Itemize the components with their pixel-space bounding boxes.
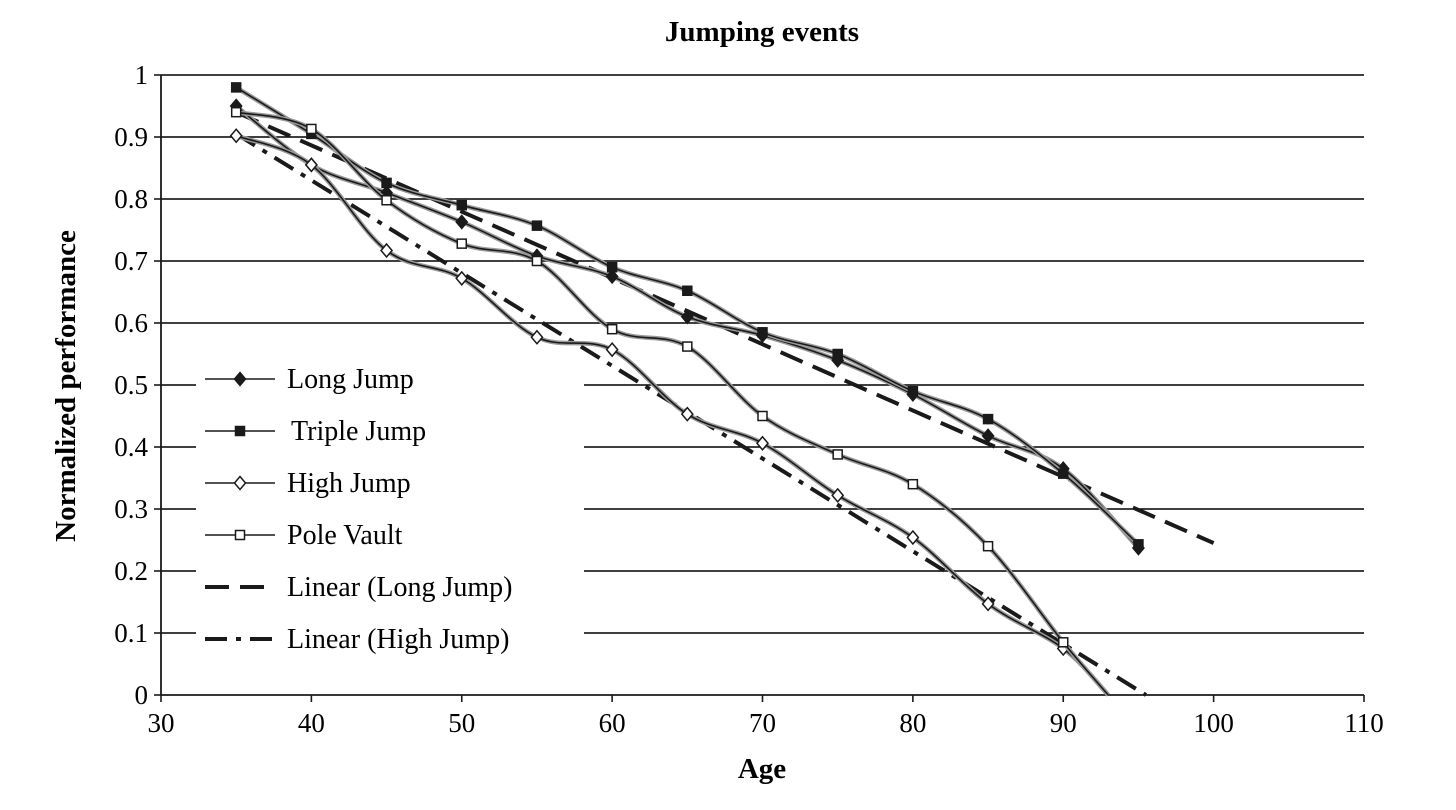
y-tick-label-0.3: 0.3 [114, 494, 148, 524]
data-point-pole-vault-70 [757, 410, 768, 422]
x-tick-label-40: 40 [298, 708, 325, 738]
data-point-pole-vault-65 [682, 341, 693, 352]
y-axis-title: Normalized performance [50, 230, 82, 542]
x-tick-label-110: 110 [1344, 708, 1384, 738]
data-point-triple-jump-35 [230, 82, 242, 93]
data-point-pole-vault-75 [832, 449, 843, 460]
x-tick-label-70: 70 [749, 708, 776, 738]
data-point-high-jump-45 [380, 242, 394, 259]
data-point-high-jump-35 [229, 128, 243, 144]
y-tick-label-1: 1 [135, 60, 149, 90]
data-point-long-jump-60 [605, 268, 619, 285]
legend-label-long-jump: Long Jump [287, 364, 414, 395]
data-point-pole-vault-90 [1058, 637, 1069, 648]
chart-title: Jumping events [665, 16, 859, 48]
y-tick-label-0: 0 [135, 680, 149, 710]
data-point-long-jump-85 [981, 428, 995, 444]
data-point-long-jump-50 [455, 214, 469, 230]
grid [161, 74, 1364, 634]
legend-marker-high-jump [233, 475, 247, 491]
series [229, 82, 1145, 697]
data-point-triple-jump-85 [982, 413, 994, 425]
legend-marker-long-jump [233, 371, 247, 387]
y-tick-label-0.4: 0.4 [114, 432, 148, 462]
x-tick-label-60: 60 [599, 708, 626, 738]
data-point-high-jump-85 [981, 596, 995, 612]
data-point-high-jump-40 [304, 157, 318, 173]
y-tick-label-0.8: 0.8 [114, 184, 148, 214]
legend-label-linear-high-jump: Linear (High Jump) [287, 624, 509, 655]
legend-marker-triple-jump [234, 425, 246, 437]
x-tick-label-80: 80 [899, 708, 926, 738]
data-point-pole-vault-85 [982, 540, 994, 552]
data-point-triple-jump-90 [1058, 468, 1069, 479]
data-point-triple-jump-55 [531, 220, 543, 231]
y-tick-label-0.6: 0.6 [114, 308, 148, 338]
legend-label-high-jump: High Jump [287, 468, 411, 499]
data-point-high-jump-80 [906, 529, 920, 546]
data-point-triple-jump-75 [832, 348, 843, 360]
data-point-high-jump-50 [455, 270, 469, 287]
trendline-linear-high-jump [235, 132, 1148, 697]
data-point-pole-vault-35 [230, 106, 242, 118]
y-tick-label-0.1: 0.1 [114, 618, 148, 648]
legend: Long Jump Triple Jump High Jump Pole Vault L… [205, 364, 513, 655]
data-point-high-jump-70 [756, 435, 769, 451]
x-tick-label-100: 100 [1193, 708, 1234, 738]
x-tick-label-50: 50 [448, 708, 475, 738]
legend-label-linear-long-jump: Linear (Long Jump) [287, 572, 513, 603]
data-point-pole-vault-55 [531, 255, 543, 267]
data-point-long-jump-65 [680, 309, 694, 325]
data-point-triple-jump-50 [456, 199, 467, 211]
data-point-triple-jump-95 [1133, 539, 1144, 550]
data-point-triple-jump-70 [757, 327, 768, 338]
data-point-high-jump-75 [831, 487, 845, 504]
axes: 0 0.1 0.2 0.3 0.4 0.5 0.6 0.7 0.8 0.9 1 30 40 50 60 70 8… [114, 60, 1384, 738]
x-axis-title: Age [738, 753, 786, 785]
data-point-pole-vault-50 [456, 238, 467, 249]
x-tick-label-90: 90 [1050, 708, 1077, 738]
data-point-pole-vault-40 [306, 123, 317, 135]
data-point-high-jump-55 [530, 329, 544, 345]
y-tick-label-0.5: 0.5 [114, 370, 148, 400]
data-point-pole-vault-60 [606, 323, 618, 335]
data-point-high-jump-65 [680, 406, 694, 422]
y-tick-label-0.2: 0.2 [114, 556, 148, 586]
data-point-triple-jump-60 [606, 261, 618, 273]
data-point-triple-jump-45 [381, 177, 392, 189]
data-point-high-jump-60 [605, 341, 619, 358]
data-point-pole-vault-80 [907, 478, 919, 490]
legend-label-triple-jump: Triple Jump [291, 416, 426, 447]
data-point-triple-jump-65 [682, 285, 693, 297]
legend-label-pole-vault: Pole Vault [287, 520, 403, 551]
data-point-triple-jump-80 [907, 385, 919, 397]
legend-marker-pole-vault [234, 529, 246, 541]
x-tick-label-30: 30 [148, 708, 175, 738]
y-tick-label-0.7: 0.7 [114, 246, 148, 276]
y-tick-label-0.9: 0.9 [114, 122, 148, 152]
data-point-pole-vault-45 [381, 194, 392, 206]
